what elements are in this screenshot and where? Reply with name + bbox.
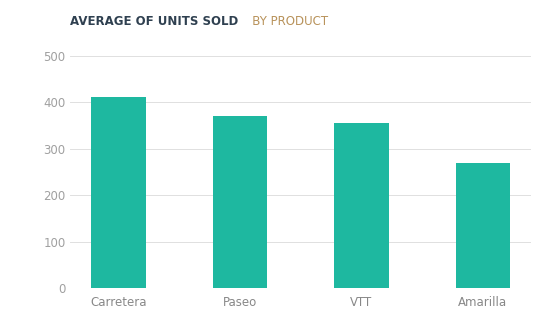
Bar (92, 97, 146, 288)
Bar (213, 116, 267, 288)
Text: BY PRODUCT: BY PRODUCT (241, 15, 328, 28)
Bar (456, 164, 510, 288)
Text: AVERAGE OF UNITS SOLD: AVERAGE OF UNITS SOLD (70, 15, 238, 28)
Bar (334, 123, 389, 288)
